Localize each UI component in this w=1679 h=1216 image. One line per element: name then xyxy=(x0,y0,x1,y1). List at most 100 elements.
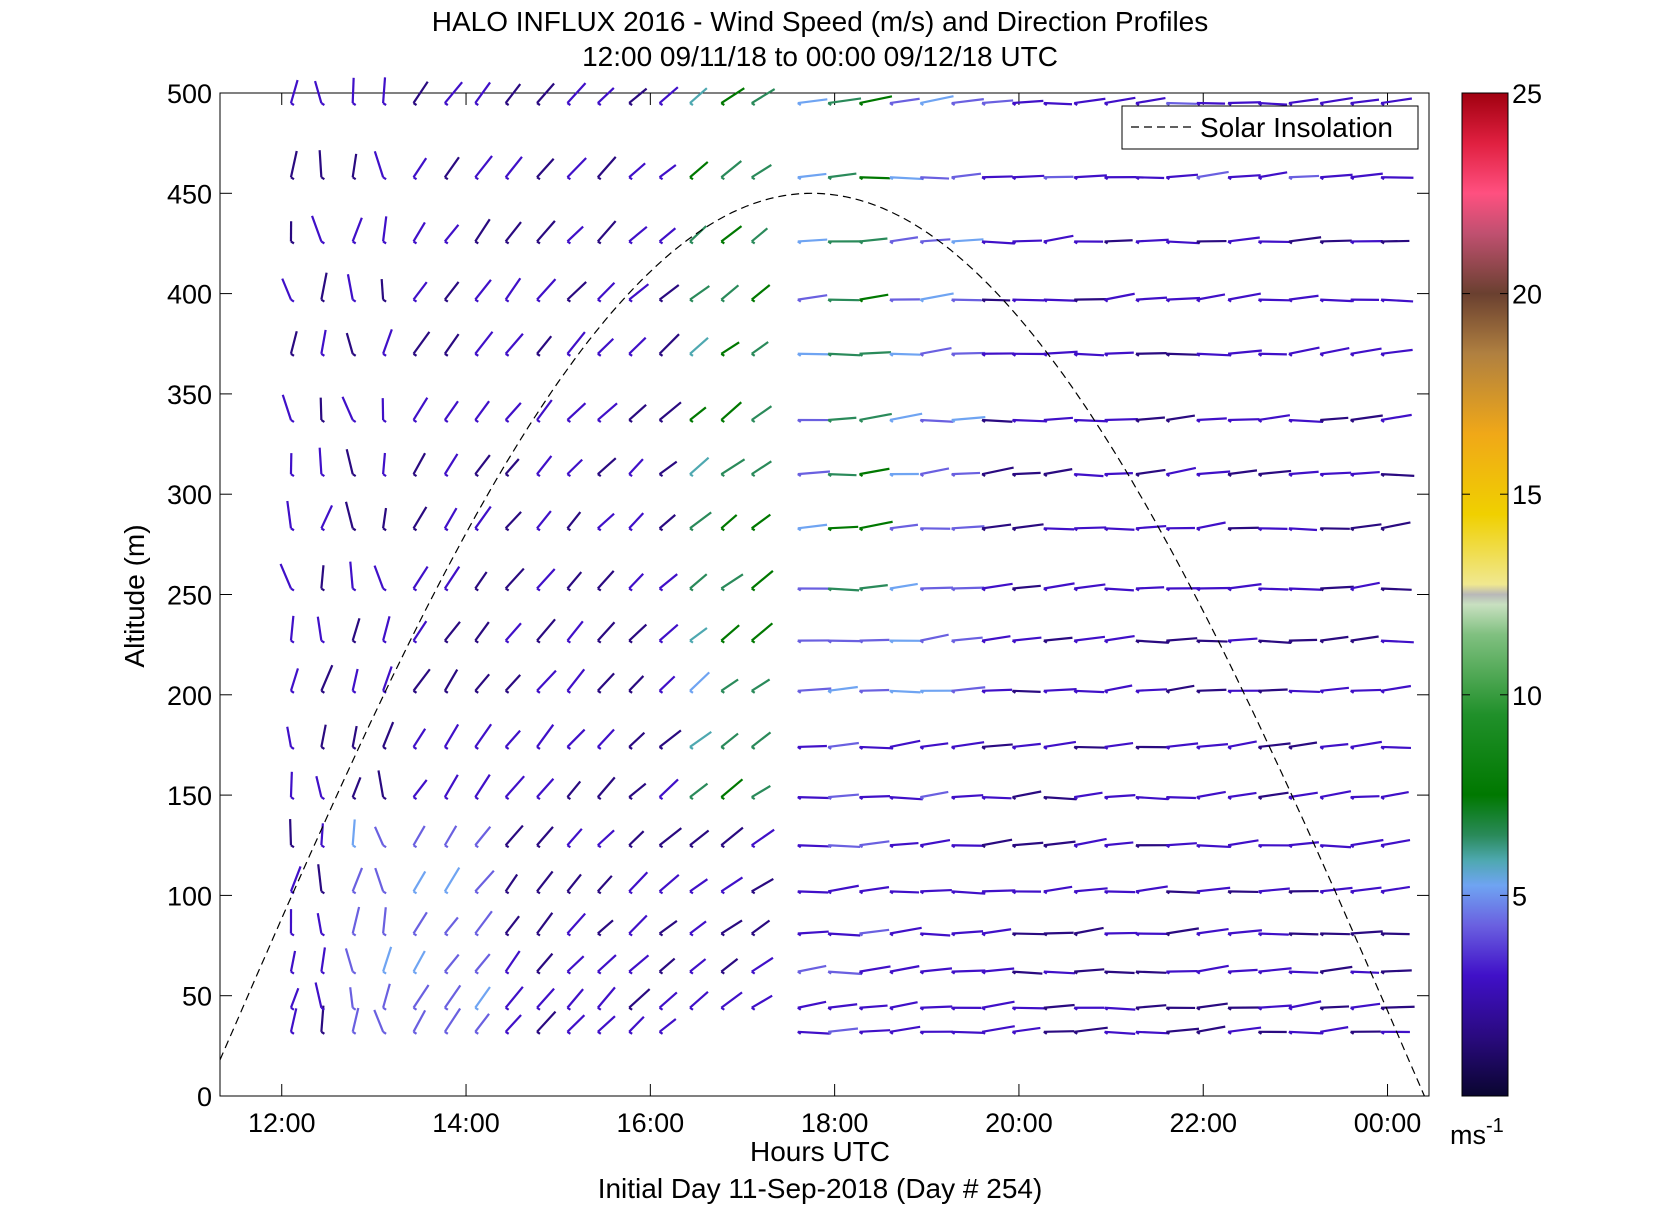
wind-barb xyxy=(689,406,707,423)
wind-barb-shaft xyxy=(920,790,949,799)
wind-barb xyxy=(720,341,740,357)
wind-barb xyxy=(1135,885,1168,895)
wind-barb xyxy=(1043,101,1073,106)
wind-barb-shaft xyxy=(658,729,682,748)
wind-barb-shaft xyxy=(319,397,323,421)
wind-barb-tick xyxy=(1043,1006,1048,1011)
wind-barb xyxy=(1073,526,1107,532)
wind-barb-shaft xyxy=(474,673,491,692)
wind-barb-shaft xyxy=(1320,347,1350,355)
wind-barb-tick xyxy=(566,639,572,644)
wind-barb-shaft xyxy=(628,1015,645,1033)
wind-barb-tick xyxy=(628,1006,633,1011)
wind-barb-shaft xyxy=(889,523,919,530)
wind-barb-shaft xyxy=(1228,418,1260,422)
wind-barb-shaft xyxy=(1135,524,1167,530)
wind-barb xyxy=(1073,240,1104,245)
wind-barb-shaft xyxy=(981,1025,1015,1033)
wind-barb-tick xyxy=(1043,527,1048,532)
wind-barb xyxy=(536,82,555,106)
wind-barb-shaft xyxy=(566,668,586,692)
wind-barb-shaft xyxy=(443,224,460,243)
wind-barb-shaft xyxy=(951,969,986,973)
y-tick-label: 500 xyxy=(167,79,212,109)
wind-barb xyxy=(628,871,649,895)
wind-barb-tick xyxy=(951,844,956,849)
wind-barb-tick xyxy=(827,796,832,801)
wind-barb-shaft xyxy=(412,281,428,301)
wind-barb-shaft xyxy=(828,844,861,849)
wind-barb-shaft xyxy=(689,878,709,893)
wind-barb-tick xyxy=(827,639,832,644)
wind-barb xyxy=(351,819,357,849)
wind-barb xyxy=(474,279,492,303)
wind-barb-tick xyxy=(1073,890,1078,895)
wind-barb-tick xyxy=(1104,1030,1109,1035)
wind-barb-tick xyxy=(320,102,325,106)
wind-barb xyxy=(797,294,828,303)
wind-barb-shaft xyxy=(443,774,459,798)
wind-barb-tick xyxy=(1288,298,1293,303)
x-tick-label: 00:00 xyxy=(1354,1108,1422,1138)
wind-barb xyxy=(1319,886,1353,895)
wind-barb xyxy=(382,983,391,1011)
wind-barb xyxy=(1011,239,1042,245)
wind-barb-shaft xyxy=(1196,586,1231,590)
wind-barb-tick xyxy=(1135,1006,1140,1011)
wind-barb xyxy=(1350,470,1380,478)
wind-barb-shaft xyxy=(1288,174,1320,179)
wind-barb-shaft xyxy=(720,87,745,104)
wind-barb-shaft xyxy=(951,1030,985,1034)
wind-barb-tick xyxy=(1135,240,1140,245)
wind-barb-tick xyxy=(536,932,541,937)
wind-barb-tick xyxy=(352,419,357,423)
wind-barb-tick xyxy=(919,298,924,303)
x-tick-label: 20:00 xyxy=(985,1108,1053,1138)
wind-barb-shaft xyxy=(504,83,522,104)
wind-barb-tick xyxy=(1196,796,1201,801)
wind-barb xyxy=(320,947,326,975)
wind-barb-shaft xyxy=(1043,101,1073,106)
wind-barb xyxy=(1043,468,1073,478)
wind-barb-tick xyxy=(474,352,479,357)
wind-barb-tick xyxy=(951,1006,956,1011)
wind-barb-shaft xyxy=(751,88,776,104)
x-axis-ticks: 12:00 14:00 16:00 18:00 20:00 22:00 00:00 xyxy=(248,93,1421,1138)
wind-barb-shaft xyxy=(474,826,492,846)
wind-barb-shaft xyxy=(951,890,986,895)
wind-barb-shaft xyxy=(566,225,584,243)
wind-barb-shaft xyxy=(859,351,892,355)
wind-barb-tick xyxy=(981,746,986,750)
wind-barb xyxy=(1227,740,1257,750)
wind-barb-tick xyxy=(1380,240,1385,245)
wind-barb-shaft xyxy=(1228,174,1261,179)
wind-barb xyxy=(658,227,677,245)
wind-barb xyxy=(351,617,361,644)
wind-barb-shaft xyxy=(1012,636,1042,642)
wind-barb xyxy=(827,884,859,895)
wind-barb-tick xyxy=(1227,932,1232,937)
wind-barb-tick xyxy=(827,689,832,694)
wind-barb xyxy=(1350,172,1383,181)
wind-barb-tick xyxy=(689,240,694,245)
wind-barb-shaft xyxy=(658,514,676,530)
wind-barb-tick xyxy=(597,473,602,478)
wind-barb xyxy=(536,870,554,895)
wind-barb xyxy=(1011,790,1042,801)
wind-barb xyxy=(597,672,615,694)
wind-barb-shaft xyxy=(443,916,459,935)
wind-barb xyxy=(412,1009,427,1035)
wind-barb xyxy=(1104,684,1133,694)
wind-barb xyxy=(504,824,524,849)
wind-barb-tick xyxy=(1135,587,1140,592)
wind-barb xyxy=(1011,298,1045,303)
wind-barb xyxy=(858,1004,888,1011)
wind-barb xyxy=(349,987,357,1011)
wind-barb-tick xyxy=(1165,796,1170,801)
wind-barb xyxy=(289,79,299,106)
wind-barb-tick xyxy=(1350,970,1355,975)
wind-barb xyxy=(1135,468,1166,478)
wind-barb-shaft xyxy=(1381,932,1410,936)
wind-barb-tick xyxy=(858,932,864,937)
wind-barb-tick xyxy=(1165,844,1170,849)
